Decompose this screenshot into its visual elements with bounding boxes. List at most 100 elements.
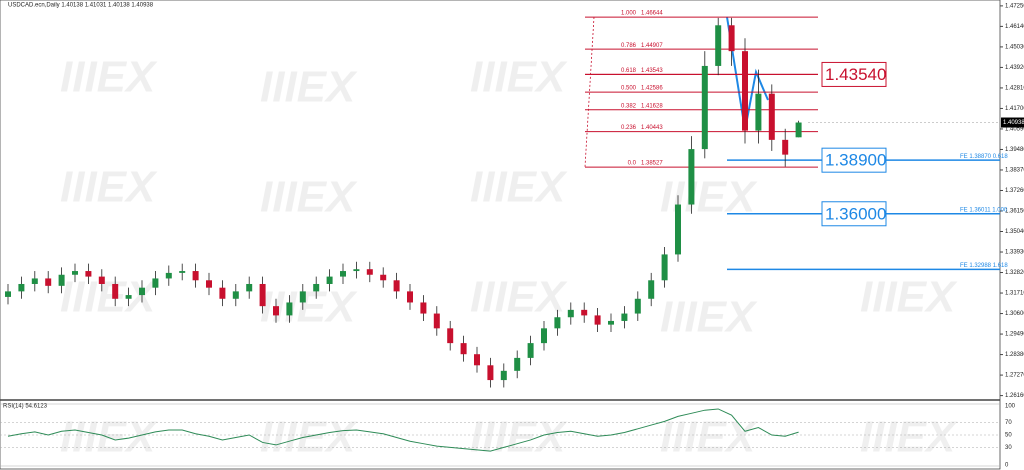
watermark: IIIEX (660, 413, 758, 462)
y-tick-label: 1.42810 (1005, 86, 1024, 92)
y-tick-label: 1.26160 (1005, 393, 1024, 399)
candle-body (393, 280, 400, 292)
candle-body (5, 291, 11, 297)
candle-body (447, 328, 454, 344)
candle-body (72, 271, 78, 275)
y-tick-label: 1.29490 (1005, 332, 1024, 338)
y-tick-label: 1.39480 (1005, 147, 1024, 153)
candle-body (648, 280, 655, 299)
candle-body (621, 313, 628, 321)
candle-body (340, 271, 346, 277)
candle-body (554, 317, 561, 329)
fib-price: 1.44907 (641, 43, 663, 49)
watermark: IIIEX (60, 413, 158, 462)
candle-body (246, 283, 253, 292)
y-tick-label: 1.37260 (1005, 188, 1024, 194)
watermark: IIIEX (260, 63, 358, 112)
candle-body (139, 287, 145, 296)
candle-body (768, 93, 775, 140)
candle-body (299, 291, 306, 303)
fib-ratio: 0.786 (621, 43, 637, 49)
candle-body (420, 302, 427, 314)
fib-ratio: 0.500 (621, 86, 637, 92)
candle-body (326, 276, 333, 284)
watermark: IIIEX (470, 413, 568, 462)
candle-body (514, 357, 521, 371)
support-label: 1.38900 (825, 151, 886, 170)
watermark: IIIEX (660, 293, 758, 342)
candle-body (594, 315, 601, 325)
y-tick-label: 1.36150 (1005, 209, 1024, 215)
support-box (821, 201, 887, 227)
last-price-box (1001, 117, 1024, 128)
candle-body (366, 269, 373, 275)
chart-header: USDCAD.ecn,Daily 1.40138 1.41031 1.40138… (8, 3, 154, 9)
fib-ratio: 1.000 (621, 11, 637, 17)
candle-body (541, 328, 547, 344)
rsi-title: RSI(14) 54.6123 (3, 404, 48, 410)
fib-anchor (584, 16, 595, 168)
watermark: IIIEX (260, 173, 358, 222)
candle-body (688, 149, 695, 205)
candle-body (608, 320, 614, 325)
watermark: IIIEX (470, 273, 568, 322)
fib-ratio: 0.382 (621, 103, 637, 109)
support-label: 1.36000 (825, 204, 886, 223)
rsi-line (7, 408, 799, 452)
candle-body (179, 271, 186, 273)
watermark: IIIEX (260, 413, 358, 462)
candle-body (407, 291, 413, 303)
candle-body (152, 278, 159, 288)
fib-ratio: 0.0 (628, 161, 637, 167)
y-tick-label: 1.35040 (1005, 229, 1024, 235)
watermark: IIIEX (860, 413, 958, 462)
fib-price: 1.41628 (641, 103, 663, 109)
candle-body (380, 274, 387, 281)
watermark: IIIEX (60, 163, 158, 212)
candle-body (661, 254, 668, 281)
y-tick-label: 1.47250 (1005, 3, 1024, 9)
candle-body (45, 278, 52, 286)
watermark: IIIEX (470, 53, 568, 102)
y-tick-label: 1.28380 (1005, 352, 1024, 358)
y-tick-label: 1.45030 (1005, 44, 1024, 50)
candle-body (755, 93, 762, 131)
candle-body (795, 122, 802, 138)
resistance-label: 1.43540 (825, 65, 886, 84)
fib-ratio: 0.618 (621, 68, 637, 74)
candle-body (18, 283, 25, 292)
candle-body (728, 25, 735, 52)
candle-body (273, 306, 279, 316)
y-tick-label: 1.46140 (1005, 24, 1024, 30)
y-tick-label: 1.33930 (1005, 250, 1024, 256)
y-tick-label: 1.38370 (1005, 168, 1024, 174)
support-note: FE 1.36011 1.000 (960, 207, 1008, 213)
y-tick-label: 50 (1005, 433, 1012, 439)
candle-body (206, 280, 212, 288)
watermark: IIIEX (60, 53, 158, 102)
candle-body (85, 271, 92, 277)
candle-body (286, 302, 293, 316)
y-tick-label: 1.41700 (1005, 106, 1024, 112)
support-note: FE 1.38870 0.618 (960, 154, 1008, 160)
candle-body (500, 370, 507, 381)
y-tick-label: 100 (1005, 404, 1016, 410)
y-tick-label: 1.31710 (1005, 291, 1024, 297)
fib-ratio: 0.236 (621, 125, 637, 131)
fib-price: 1.40443 (641, 125, 663, 131)
candle-body (112, 283, 119, 299)
candle-body (634, 298, 641, 314)
support-box (821, 147, 887, 173)
candle-body (474, 354, 480, 366)
fib-price: 1.38527 (641, 161, 663, 167)
y-tick-label: 30 (1005, 445, 1012, 451)
y-tick-label: 1.32820 (1005, 270, 1024, 276)
candle-body (701, 65, 708, 150)
y-tick-label: 0 (1005, 463, 1009, 469)
candle-body (527, 343, 534, 358)
candle-body (782, 139, 789, 155)
candle-body (232, 291, 239, 299)
watermark: IIIEX (860, 273, 958, 322)
candle-body (31, 278, 38, 284)
